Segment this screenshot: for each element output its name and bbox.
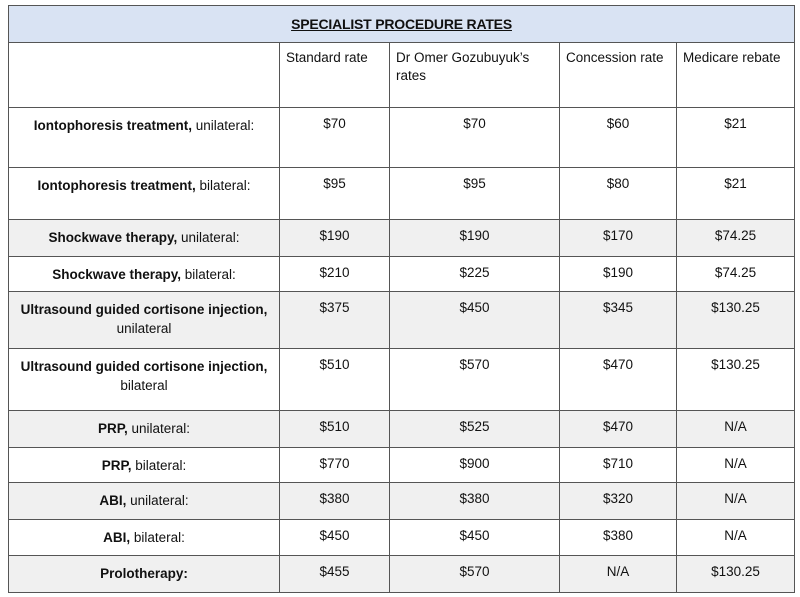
medicare-rebate: $130.25 (675, 555, 796, 593)
procedure-name: Shockwave therapy, (52, 267, 182, 282)
concession-rate: $470 (559, 348, 677, 411)
dr-rate: $225 (389, 256, 560, 292)
concession-rate: $320 (559, 482, 677, 520)
standard-rate: $510 (279, 348, 390, 411)
procedure-name: Ultrasound guided cortisone injection, (20, 302, 268, 317)
procedure-cell: ABI, bilateral: (8, 519, 280, 556)
table-row: Shockwave therapy, unilateral: $190 $190… (8, 219, 796, 257)
procedure-name: Prolotherapy: (100, 566, 188, 581)
dr-rate: $95 (389, 167, 560, 220)
standard-rate: $210 (279, 256, 390, 292)
header-concession-rate: Concession rate (559, 42, 677, 108)
concession-rate: $190 (559, 256, 677, 292)
table-row: PRP, unilateral: $510 $525 $470 N/A (8, 410, 796, 448)
table-row: PRP, bilateral: $770 $900 $710 N/A (8, 447, 796, 483)
standard-rate: $95 (279, 167, 390, 220)
concession-rate: $170 (559, 219, 677, 257)
medicare-rebate: $21 (675, 107, 796, 168)
concession-rate: $80 (559, 167, 677, 220)
procedure-name: ABI, (103, 530, 131, 545)
standard-rate: $375 (279, 291, 390, 349)
procedure-name: ABI, (99, 493, 127, 508)
concession-rate: N/A (559, 555, 677, 593)
standard-rate: $510 (279, 410, 390, 448)
standard-rate: $380 (279, 482, 390, 520)
table-row: Shockwave therapy, bilateral: $210 $225 … (8, 256, 796, 292)
dr-rate: $570 (389, 348, 560, 411)
procedure-cell: Shockwave therapy, bilateral: (8, 256, 280, 292)
header-standard-rate: Standard rate (279, 42, 390, 108)
medicare-rebate: N/A (675, 447, 796, 483)
procedure-detail: bilateral (120, 378, 168, 393)
table-row: Ultrasound guided cortisone injection, un… (8, 291, 796, 349)
procedure-name: PRP, (101, 458, 132, 473)
concession-rate: $60 (559, 107, 677, 168)
dr-rate: $450 (389, 519, 560, 556)
medicare-rebate: $74.25 (675, 256, 796, 292)
table-row: Ultrasound guided cortisone injection, bi… (8, 348, 796, 411)
standard-rate: $450 (279, 519, 390, 556)
medicare-rebate: N/A (675, 410, 796, 448)
medicare-rebate: N/A (675, 482, 796, 520)
procedure-name: Ultrasound guided cortisone injection, (20, 359, 268, 374)
procedure-name: Shockwave therapy, (48, 230, 178, 245)
procedure-detail: unilateral: (127, 421, 191, 436)
table-row: Iontophoresis treatment, unilateral: $70… (8, 107, 796, 168)
table-row: Prolotherapy: $455 $570 N/A $130.25 (8, 555, 796, 593)
procedure-detail: bilateral: (181, 267, 236, 282)
rates-table: SPECIALIST PROCEDURE RATES Standard rate… (7, 5, 796, 593)
standard-rate: $190 (279, 219, 390, 257)
concession-rate: $345 (559, 291, 677, 349)
procedure-detail: unilateral: (191, 118, 255, 133)
table-title: SPECIALIST PROCEDURE RATES (291, 16, 512, 32)
standard-rate: $70 (279, 107, 390, 168)
procedure-cell: Iontophoresis treatment, bilateral: (8, 167, 280, 220)
dr-rate: $570 (389, 555, 560, 593)
procedure-detail: unilateral: (126, 493, 189, 508)
procedure-cell: Ultrasound guided cortisone injection, un… (8, 291, 280, 349)
dr-rate: $525 (389, 410, 560, 448)
procedure-cell: Ultrasound guided cortisone injection, bi… (8, 348, 280, 411)
procedure-cell: Iontophoresis treatment, unilateral: (8, 107, 280, 168)
concession-rate: $470 (559, 410, 677, 448)
medicare-rebate: $130.25 (675, 348, 796, 411)
procedure-detail: unilateral (116, 321, 172, 336)
procedure-cell: PRP, unilateral: (8, 410, 280, 448)
dr-rate: $70 (389, 107, 560, 168)
medicare-rebate: $21 (675, 167, 796, 220)
table-row: Iontophoresis treatment, bilateral: $95 … (8, 167, 796, 220)
header-row: Standard rate Dr Omer Gozubuyuk’s rates … (8, 42, 796, 108)
procedure-name: Iontophoresis treatment, (37, 178, 196, 193)
procedure-detail: unilateral: (177, 230, 240, 245)
concession-rate: $710 (559, 447, 677, 483)
procedure-cell: Shockwave therapy, unilateral: (8, 219, 280, 257)
table-row: ABI, unilateral: $380 $380 $320 N/A (8, 482, 796, 520)
title-row: SPECIALIST PROCEDURE RATES (7, 5, 796, 43)
medicare-rebate: $130.25 (675, 291, 796, 349)
procedure-cell: ABI, unilateral: (8, 482, 280, 520)
procedure-cell: PRP, bilateral: (8, 447, 280, 483)
standard-rate: $455 (279, 555, 390, 593)
standard-rate: $770 (279, 447, 390, 483)
dr-rate: $900 (389, 447, 560, 483)
dr-rate: $450 (389, 291, 560, 349)
medicare-rebate: $74.25 (675, 219, 796, 257)
title-cell: SPECIALIST PROCEDURE RATES (7, 5, 796, 43)
dr-rate: $380 (389, 482, 560, 520)
dr-rate: $190 (389, 219, 560, 257)
header-dr-rates: Dr Omer Gozubuyuk’s rates (389, 42, 560, 108)
procedure-detail: bilateral: (195, 178, 251, 193)
procedure-detail: bilateral: (131, 458, 187, 473)
procedure-cell: Prolotherapy: (8, 555, 280, 593)
procedure-name: PRP, (97, 421, 128, 436)
procedure-detail: bilateral: (130, 530, 185, 545)
medicare-rebate: N/A (675, 519, 796, 556)
concession-rate: $380 (559, 519, 677, 556)
header-medicare-rebate: Medicare rebate (675, 42, 796, 108)
header-procedure (8, 42, 280, 108)
procedure-name: Iontophoresis treatment, (33, 118, 192, 133)
table-row: ABI, bilateral: $450 $450 $380 N/A (8, 519, 796, 556)
